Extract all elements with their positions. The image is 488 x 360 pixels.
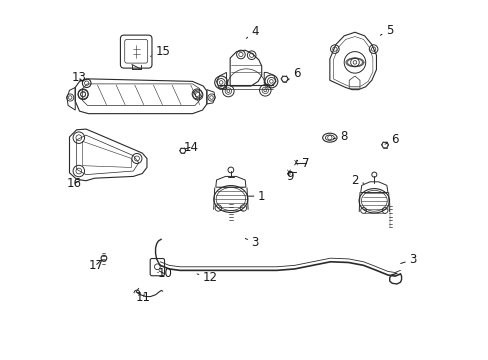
- Text: 14: 14: [183, 140, 199, 153]
- Text: 6: 6: [384, 133, 397, 146]
- Text: 16: 16: [66, 177, 81, 190]
- Text: 8: 8: [333, 130, 346, 143]
- Text: 1: 1: [247, 190, 265, 203]
- Text: 3: 3: [400, 253, 416, 266]
- Text: 9: 9: [286, 170, 294, 183]
- Text: 3: 3: [245, 236, 259, 249]
- Text: 13: 13: [71, 71, 86, 84]
- Text: 6: 6: [287, 67, 300, 80]
- Text: 12: 12: [197, 271, 218, 284]
- Text: 4: 4: [246, 25, 259, 39]
- Text: 10: 10: [157, 267, 172, 280]
- Text: 7: 7: [296, 157, 308, 170]
- Text: 11: 11: [136, 291, 151, 304]
- Text: 15: 15: [150, 45, 170, 58]
- Text: 17: 17: [88, 259, 103, 272]
- Text: 5: 5: [380, 24, 393, 37]
- Text: 2: 2: [350, 174, 363, 186]
